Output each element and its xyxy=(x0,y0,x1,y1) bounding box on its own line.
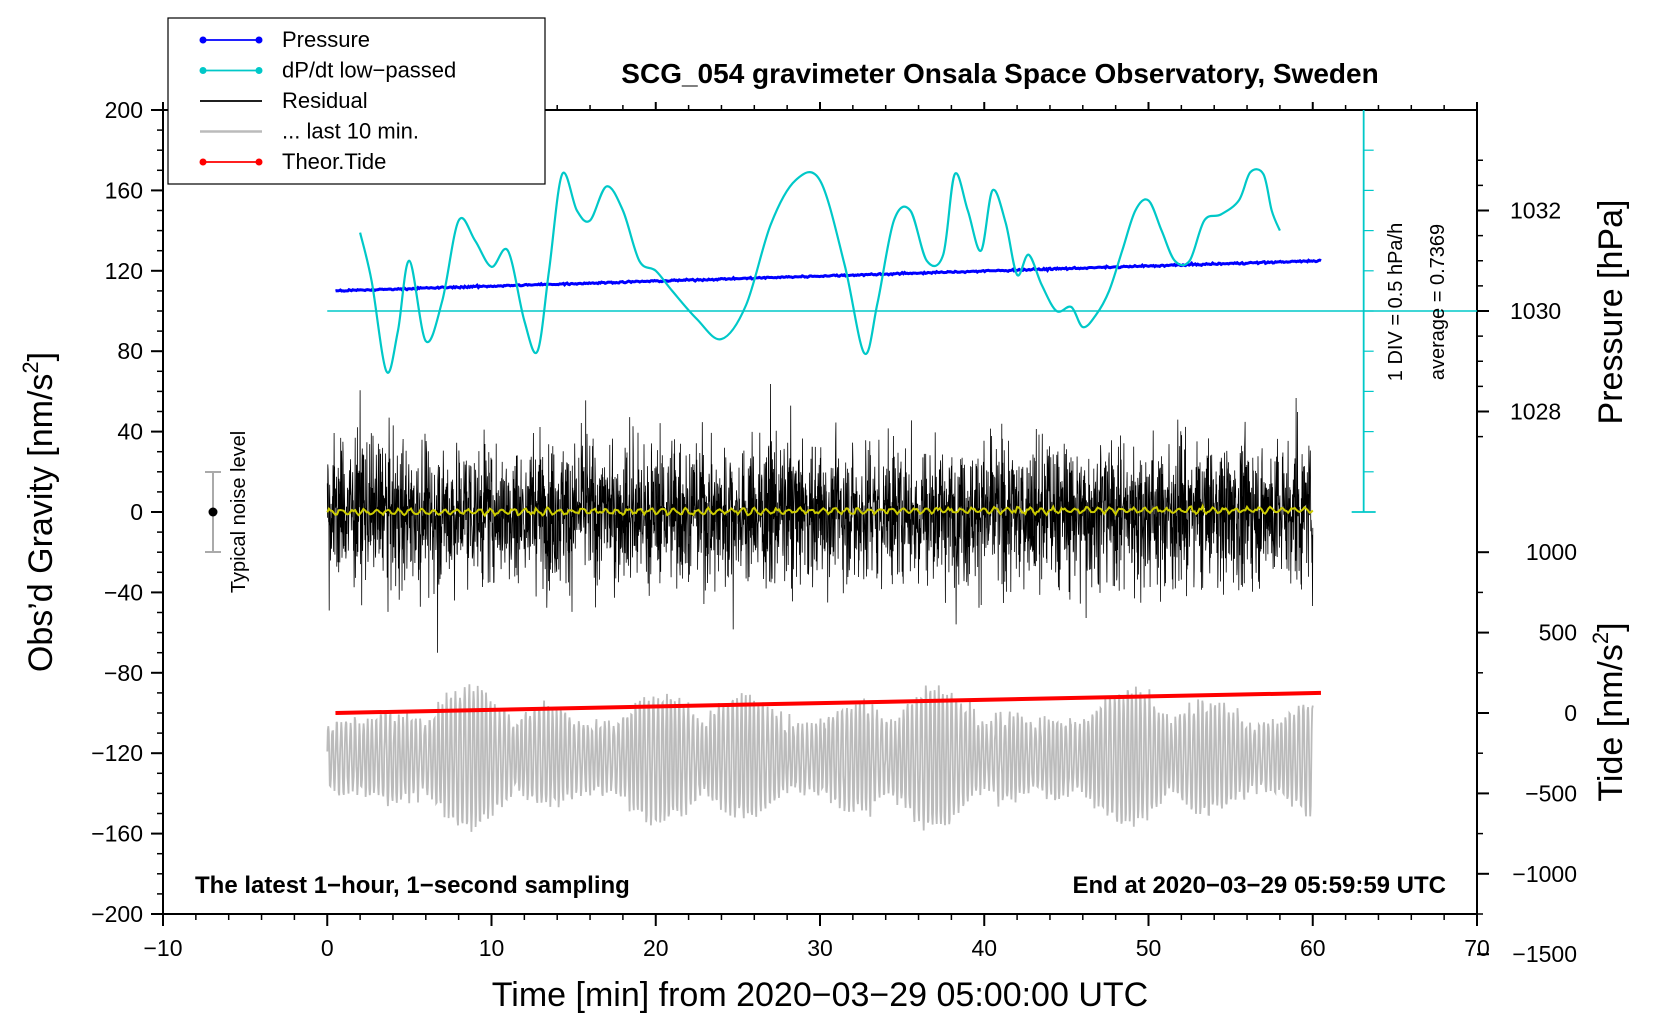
series-layer xyxy=(326,110,1477,832)
y-tick-label: 0 xyxy=(130,499,143,525)
x-axis-label: Time [min] from 2020−03−29 05:00:00 UTC xyxy=(492,976,1148,1014)
note-right: End at 2020−03−29 05:59:59 UTC xyxy=(1072,872,1446,899)
y-tick-label: 40 xyxy=(117,419,143,445)
legend: Pressure dP/dt low−passed Residual ... last… xyxy=(167,17,546,185)
y-tick-label: 120 xyxy=(105,258,143,284)
x-tick-label: 60 xyxy=(1300,935,1326,961)
series-dpdt-low-passed xyxy=(359,168,1281,374)
y-tick-label: 160 xyxy=(105,177,143,203)
noise-level-label: Typical noise level xyxy=(228,431,250,593)
tick-layer: −10 0 10 20 30 40 50 60 70 200 160 120 80 40 0 −40 −80 −1… xyxy=(91,97,1577,967)
y-tick-label: −160 xyxy=(91,821,143,847)
pressure-tick-label: 1030 xyxy=(1510,298,1561,324)
y-tick-label: −40 xyxy=(104,579,143,605)
y-axis-label-gravity: Obs’d Gravity [nm/s2] xyxy=(18,352,60,672)
dpdt-scale-label: 1 DIV = 0.5 hPa/h xyxy=(1385,223,1407,381)
x-tick-label: 50 xyxy=(1136,935,1162,961)
series-pressure xyxy=(335,258,1322,293)
legend-items: Pressure dP/dt low−passed Residual ... last… xyxy=(199,27,456,174)
dpdt-average-label: average = 0.7369 xyxy=(1427,224,1449,380)
tide-tick-label: 1000 xyxy=(1526,539,1577,565)
note-left: The latest 1−hour, 1−second sampling xyxy=(195,872,630,899)
y-axis-label-tide: Tide [nm/s2] xyxy=(1588,622,1630,801)
x-tick-label: 40 xyxy=(971,935,997,961)
x-tick-label: −10 xyxy=(143,935,182,961)
tide-tick-label: −1500 xyxy=(1512,941,1577,967)
x-tick-label: 10 xyxy=(479,935,505,961)
y-tick-label: −120 xyxy=(91,740,143,766)
noise-level-indicator xyxy=(205,471,221,553)
tide-tick-label: −1000 xyxy=(1512,861,1577,887)
legend-marker xyxy=(255,36,263,44)
y-axis-label-gravity-sup: 2 xyxy=(18,361,43,373)
tide-tick-label: 500 xyxy=(1539,620,1577,646)
legend-marker xyxy=(199,158,207,166)
tide-tick-label: 0 xyxy=(1564,700,1577,726)
noise-dot xyxy=(208,507,218,517)
series-residual-smoothed xyxy=(326,503,1314,518)
legend-label: Pressure xyxy=(282,27,370,52)
legend-marker xyxy=(199,67,207,74)
x-tick-label: 20 xyxy=(643,935,669,961)
series-theoretical-tide xyxy=(335,690,1322,715)
y-tick-label: 200 xyxy=(105,97,143,123)
y-axis-label-tide-close: ] xyxy=(1592,622,1630,631)
y-tick-label: −200 xyxy=(91,901,143,927)
y-tick-label: 80 xyxy=(117,338,143,364)
series-residual xyxy=(326,383,1314,653)
y-axis-label-pressure: Pressure [hPa] xyxy=(1592,200,1630,425)
pressure-tick-label: 1032 xyxy=(1510,198,1561,224)
legend-label: Residual xyxy=(282,88,368,113)
legend-marker xyxy=(255,67,263,74)
legend-label: Theor.Tide xyxy=(282,149,386,174)
y-axis-label-gravity-text: Obs’d Gravity [nm/s xyxy=(22,374,60,673)
y-axis-label-gravity-close: ] xyxy=(22,352,60,361)
y-axis-label-tide-sup: 2 xyxy=(1588,632,1613,644)
pressure-tick-label: 1028 xyxy=(1510,399,1561,425)
x-tick-label: 0 xyxy=(321,935,334,961)
x-tick-label: 30 xyxy=(807,935,833,961)
series-last-10-min xyxy=(326,684,1314,832)
legend-marker xyxy=(199,36,207,44)
legend-marker xyxy=(255,158,263,166)
legend-label: dP/dt low−passed xyxy=(282,58,456,83)
y-tick-label: −80 xyxy=(104,660,143,686)
x-tick-label: 70 xyxy=(1464,935,1490,961)
y-axis-label-tide-text: Tide [nm/s xyxy=(1592,644,1630,801)
chart-title: SCG_054 gravimeter Onsala Space Observat… xyxy=(621,58,1378,89)
legend-label: ... last 10 min. xyxy=(282,119,419,144)
tide-tick-label: −500 xyxy=(1525,780,1577,806)
